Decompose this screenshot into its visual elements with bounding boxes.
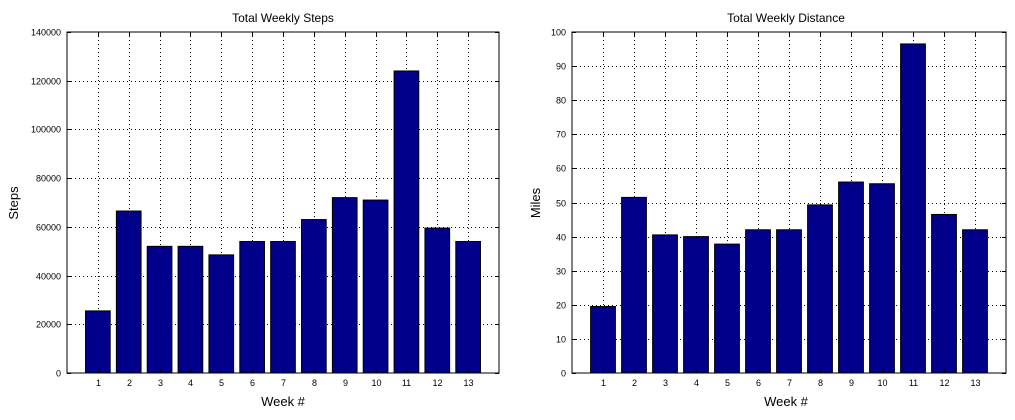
x-tick-label: 9 (343, 378, 348, 388)
bar-week-11 (900, 43, 926, 374)
bar-week-9 (331, 197, 358, 374)
x-tick-label: 10 (877, 378, 887, 388)
y-axis-label: Steps (6, 186, 21, 220)
x-tick-label: 13 (970, 378, 980, 388)
plot-area: 0 20000 40000 60000 80000 100000 120000 140000 1… (31, 28, 500, 388)
x-tick-label: 3 (663, 378, 668, 388)
x-axis-label: Week # (261, 394, 306, 409)
bar-week-7 (776, 229, 802, 374)
bar-week-12 (931, 213, 957, 374)
x-tick-label: 5 (725, 378, 730, 388)
bar-week-4 (683, 236, 709, 374)
bar-week-13 (455, 240, 481, 374)
y-tick-label: 100 (551, 28, 566, 38)
x-tick-label: 10 (371, 378, 381, 388)
y-tick-label: 80000 (36, 174, 61, 184)
x-tick-label: 13 (463, 378, 473, 388)
x-tick-label: 12 (939, 378, 949, 388)
chart-total-weekly-distance: Total Weekly Distance Week # Miles 0 10 20… (528, 11, 1007, 409)
y-tick-label: 60000 (36, 223, 61, 233)
x-tick-label: 7 (281, 378, 286, 388)
bar-week-12 (424, 227, 451, 374)
x-tick-label: 1 (601, 378, 606, 388)
bar-week-8 (301, 219, 327, 374)
x-tick-label: 9 (849, 378, 854, 388)
x-axis-label: Week # (764, 394, 809, 409)
x-tick-label: 8 (818, 378, 823, 388)
x-tick-label: 4 (694, 378, 699, 388)
x-tick-label: 7 (787, 378, 792, 388)
y-tick-label: 50 (556, 199, 566, 209)
x-tick-label: 6 (250, 378, 255, 388)
y-tick-label: 120000 (31, 77, 61, 87)
y-tick-label: 20000 (36, 320, 61, 330)
x-tick-label: 4 (188, 378, 193, 388)
y-tick-label: 0 (561, 369, 566, 379)
x-tick-label: 12 (432, 378, 442, 388)
y-tick-label: 20 (556, 301, 566, 311)
x-tick-label: 2 (127, 378, 132, 388)
bar-week-1 (85, 310, 111, 374)
bar-week-7 (270, 240, 296, 374)
bar-week-2 (621, 196, 647, 374)
bar-week-11 (393, 70, 420, 374)
x-tick-label: 1 (96, 378, 101, 388)
bar-week-3 (652, 234, 678, 374)
bar-week-9 (838, 181, 864, 374)
bar-week-1 (590, 306, 616, 374)
x-tick-label: 8 (312, 378, 317, 388)
y-tick-label: 40 (556, 233, 566, 243)
bar-week-8 (807, 204, 833, 374)
bar-week-2 (115, 210, 142, 374)
y-tick-label: 10 (556, 335, 566, 345)
chart-title: Total Weekly Distance (727, 11, 845, 25)
y-tick-label: 40000 (36, 272, 61, 282)
bar-week-10 (869, 183, 895, 374)
y-tick-label: 100000 (31, 125, 61, 135)
y-tick-label: 90 (556, 62, 566, 72)
bar-week-10 (362, 199, 389, 374)
y-tick-label: 0 (56, 369, 61, 379)
bar-week-3 (146, 245, 173, 374)
x-tick-label: 2 (632, 378, 637, 388)
bar-week-6 (745, 229, 771, 374)
x-tick-label: 11 (402, 378, 411, 388)
bar-week-5 (208, 254, 235, 374)
y-tick-label: 140000 (31, 28, 61, 38)
x-tick-label: 11 (909, 378, 918, 388)
chart-total-weekly-steps: Total Weekly Steps Week # Steps 0 20000 40… (6, 11, 500, 409)
x-tick-label: 6 (756, 378, 761, 388)
y-tick-label: 30 (556, 267, 566, 277)
bar-week-4 (177, 245, 204, 374)
bar-week-6 (239, 240, 265, 374)
bar-week-5 (714, 243, 740, 374)
chart-title: Total Weekly Steps (232, 11, 334, 25)
y-axis-label: Miles (528, 187, 543, 218)
y-tick-label: 70 (556, 130, 566, 140)
y-tick-label: 60 (556, 164, 566, 174)
bar-week-13 (962, 229, 988, 374)
x-tick-label: 3 (158, 378, 163, 388)
x-tick-label: 5 (219, 378, 224, 388)
y-tick-label: 80 (556, 96, 566, 106)
